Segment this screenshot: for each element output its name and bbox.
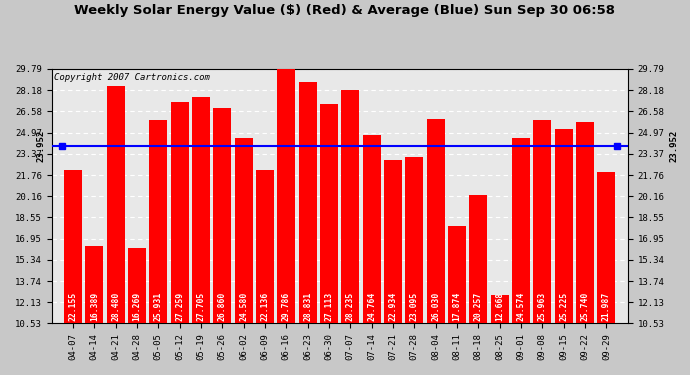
- Bar: [598, 172, 615, 323]
- Bar: [405, 158, 424, 323]
- Text: 27.113: 27.113: [324, 292, 333, 321]
- Text: 20.257: 20.257: [474, 292, 483, 321]
- Text: 24.574: 24.574: [517, 292, 526, 321]
- Text: Copyright 2007 Cartronics.com: Copyright 2007 Cartronics.com: [55, 73, 210, 82]
- Bar: [555, 129, 573, 323]
- Text: 24.764: 24.764: [367, 292, 376, 321]
- Bar: [533, 120, 551, 323]
- Bar: [106, 86, 125, 323]
- Bar: [469, 195, 487, 323]
- Text: 22.155: 22.155: [68, 292, 77, 321]
- Text: 16.389: 16.389: [90, 292, 99, 321]
- Text: 22.136: 22.136: [261, 292, 270, 321]
- Text: 28.831: 28.831: [303, 292, 312, 321]
- Text: 28.480: 28.480: [111, 292, 120, 321]
- Bar: [363, 135, 381, 323]
- Bar: [170, 102, 188, 323]
- Bar: [384, 159, 402, 323]
- Bar: [342, 90, 359, 323]
- Text: 12.668: 12.668: [495, 292, 504, 321]
- Text: 17.874: 17.874: [453, 292, 462, 321]
- Bar: [426, 118, 445, 323]
- Text: Weekly Solar Energy Value ($) (Red) & Average (Blue) Sun Sep 30 06:58: Weekly Solar Energy Value ($) (Red) & Av…: [75, 4, 615, 17]
- Bar: [320, 104, 338, 323]
- Bar: [512, 138, 530, 323]
- Text: 27.259: 27.259: [175, 292, 184, 321]
- Bar: [235, 138, 253, 323]
- Bar: [149, 120, 168, 323]
- Text: 22.934: 22.934: [388, 292, 397, 321]
- Text: 23.952: 23.952: [37, 130, 46, 162]
- Bar: [448, 226, 466, 323]
- Text: 24.580: 24.580: [239, 292, 248, 321]
- Text: 27.705: 27.705: [197, 292, 206, 321]
- Text: 28.235: 28.235: [346, 292, 355, 321]
- Bar: [256, 170, 274, 323]
- Bar: [213, 108, 231, 323]
- Bar: [576, 123, 594, 323]
- Bar: [64, 170, 82, 323]
- Text: 26.030: 26.030: [431, 292, 440, 321]
- Bar: [277, 69, 295, 323]
- Text: 16.269: 16.269: [132, 292, 141, 321]
- Bar: [85, 246, 104, 323]
- Bar: [128, 248, 146, 323]
- Text: 25.225: 25.225: [559, 292, 568, 321]
- Bar: [299, 82, 317, 323]
- Text: 29.786: 29.786: [282, 292, 290, 321]
- Text: 25.931: 25.931: [154, 292, 163, 321]
- Text: 21.987: 21.987: [602, 292, 611, 321]
- Text: 23.952: 23.952: [669, 130, 678, 162]
- Text: 25.963: 25.963: [538, 292, 547, 321]
- Text: 26.860: 26.860: [218, 292, 227, 321]
- Bar: [192, 96, 210, 323]
- Text: 25.740: 25.740: [580, 292, 589, 321]
- Text: 23.095: 23.095: [410, 292, 419, 321]
- Bar: [491, 295, 509, 323]
